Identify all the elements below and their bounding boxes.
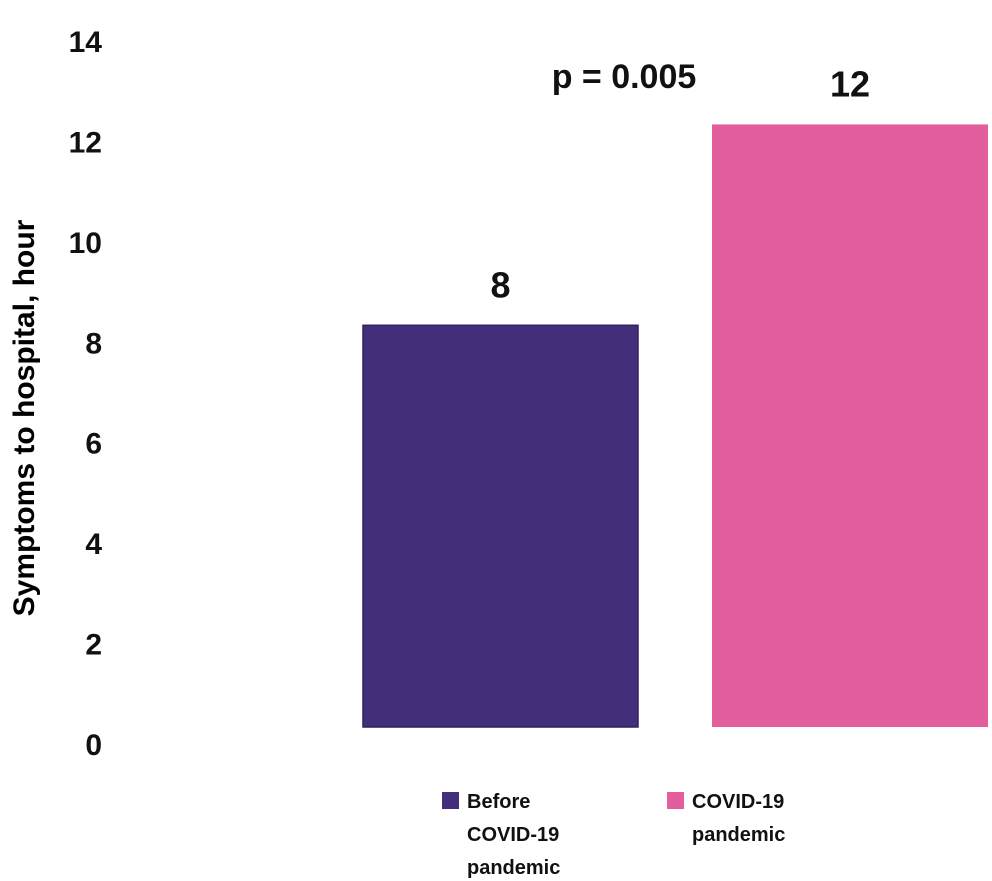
legend-label: COVID-19	[467, 824, 559, 846]
legend-label: pandemic	[467, 857, 560, 879]
y-tick-label: 8	[85, 327, 102, 360]
y-axis-label: Symptoms to hospital, hour	[8, 219, 41, 616]
y-tick-label: 2	[85, 629, 102, 662]
bar	[712, 124, 988, 727]
p-value-annotation: p = 0.005	[552, 58, 697, 96]
bars	[362, 124, 988, 728]
legend-item: COVID-19 pandemic	[667, 791, 785, 846]
y-axis-ticks: 0 2 4 6 8 10 12 14	[69, 26, 103, 762]
legend-label: COVID-19	[692, 791, 784, 813]
data-labels: 8 12	[490, 63, 870, 305]
y-tick-label: 14	[69, 26, 103, 59]
bar-value-label: 12	[830, 63, 870, 104]
y-tick-label: 4	[85, 528, 102, 561]
y-tick-label: 10	[69, 227, 102, 260]
y-tick-label: 0	[85, 729, 102, 762]
legend-label: pandemic	[692, 824, 785, 846]
legend-swatch	[442, 792, 459, 809]
legend-label: Before	[467, 791, 530, 813]
legend-swatch	[667, 792, 684, 809]
legend: Before COVID-19 pandemic COVID-19 pandemic	[442, 791, 785, 879]
bar	[362, 324, 639, 728]
legend-item: Before COVID-19 pandemic	[442, 791, 560, 879]
y-tick-label: 12	[69, 126, 102, 159]
y-tick-label: 6	[85, 428, 102, 461]
bar-value-label: 8	[490, 264, 510, 305]
